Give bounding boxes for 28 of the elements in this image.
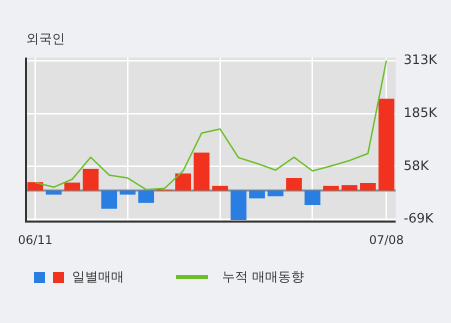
bar <box>304 190 320 205</box>
bar <box>286 178 302 190</box>
bar <box>82 168 99 190</box>
bar <box>27 182 44 190</box>
bar <box>194 152 210 190</box>
bar <box>230 190 246 220</box>
x-tick-label: 07/08 <box>369 232 404 247</box>
bar <box>64 182 80 190</box>
y-tick-label: 58K <box>404 158 430 174</box>
bar <box>212 186 228 190</box>
x-tick-label: 06/11 <box>18 232 53 247</box>
chart-title: 외국인 <box>26 32 65 48</box>
y-tick-label: 313K <box>404 52 438 68</box>
y-tick-label: 185K <box>404 106 438 122</box>
bar <box>378 98 394 190</box>
bar <box>323 186 339 190</box>
bar <box>120 190 136 195</box>
bar <box>360 182 376 190</box>
bar <box>249 190 265 198</box>
y-tick-label: -69K <box>404 211 434 226</box>
bar <box>46 190 62 195</box>
bar <box>138 190 154 203</box>
legend-label: 일별매매 <box>72 269 124 286</box>
bar <box>268 190 284 196</box>
legend-label: 누적 매매동향 <box>222 269 304 286</box>
bar <box>175 173 192 190</box>
bar <box>101 190 118 209</box>
bar <box>342 185 358 190</box>
